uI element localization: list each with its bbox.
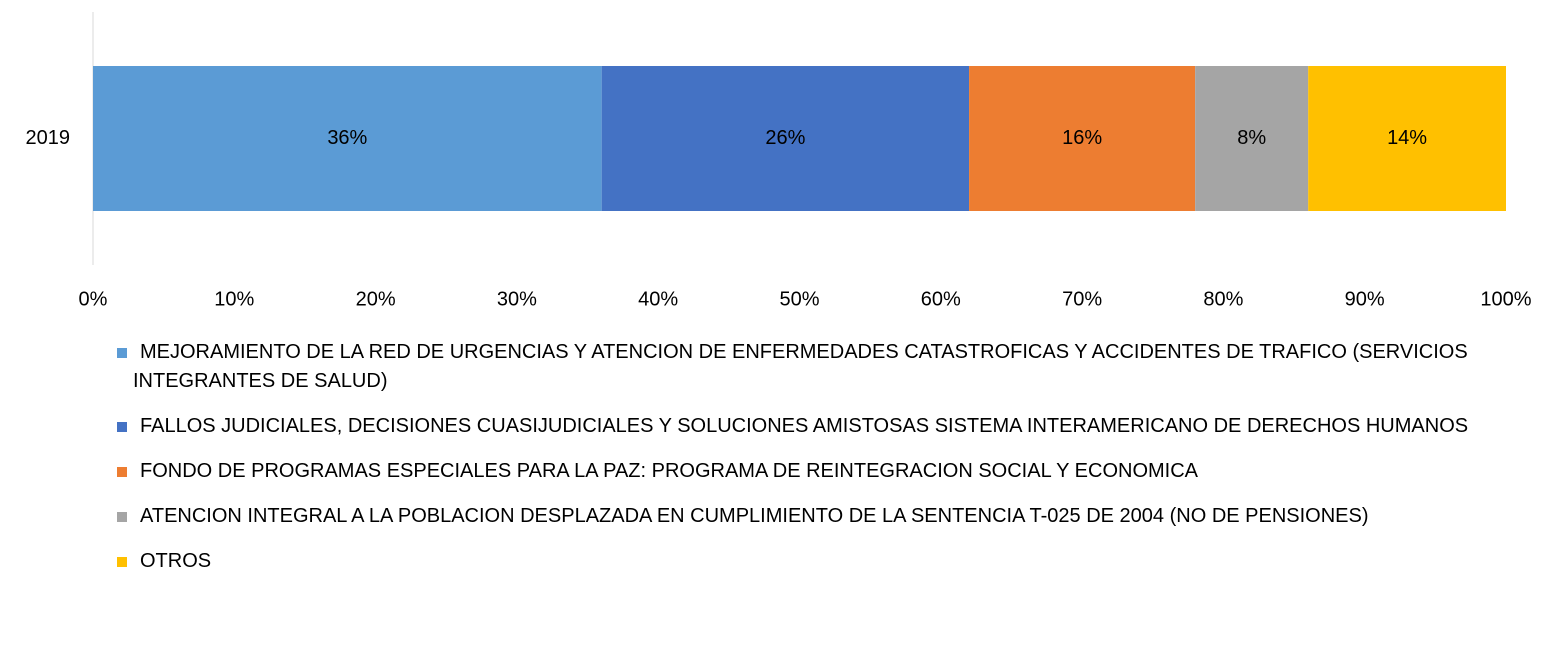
legend-item: FALLOS JUDICIALES, DECISIONES CUASIJUDIC… [0,412,1473,441]
legend-label: FONDO DE PROGRAMAS ESPECIALES PARA LA PA… [140,460,1199,482]
legend-item: OTROS [0,547,1473,576]
bar-segment [1308,66,1506,211]
legend-label: FALLOS JUDICIALES, DECISIONES CUASIJUDIC… [140,415,1469,437]
legend-label: OTROS [140,550,212,572]
x-tick-label: 50% [779,288,819,310]
legend-swatch [117,348,127,358]
x-tick-label: 70% [1062,288,1102,310]
bar-segment [93,66,602,211]
legend-swatch [117,557,127,567]
x-tick-label: 60% [921,288,961,310]
data-label: 36% [327,127,367,149]
legend: MEJORAMIENTO DE LA RED DE URGENCIAS Y AT… [0,338,1541,592]
x-tick-label: 90% [1345,288,1385,310]
y-tick-label: 2019 [26,127,71,149]
data-label: 8% [1237,127,1266,149]
x-tick-label: 40% [638,288,678,310]
bar-segment [1195,66,1309,211]
bar-segment [601,66,970,211]
legend-swatch [117,512,127,522]
legend-item: ATENCION INTEGRAL A LA POBLACION DESPLAZ… [0,502,1473,531]
legend-label: MEJORAMIENTO DE LA RED DE URGENCIAS Y AT… [133,341,1468,392]
plot: 0% 10% 20% 30% 40% 50% 60% 70% 80% 90% 100% 2019 36%… [26,12,1532,310]
x-tick-label: 30% [497,288,537,310]
legend-item: FONDO DE PROGRAMAS ESPECIALES PARA LA PA… [0,457,1473,486]
x-tick-label: 0% [79,288,108,310]
x-tick-label: 10% [214,288,254,310]
legend-label: ATENCION INTEGRAL A LA POBLACION DESPLAZ… [140,505,1369,527]
legend-item: MEJORAMIENTO DE LA RED DE URGENCIAS Y AT… [0,338,1473,396]
legend-swatch [117,467,127,477]
x-tick-label: 20% [356,288,396,310]
x-tick-label: 80% [1203,288,1243,310]
bar-segment [969,66,1196,211]
legend-swatch [117,422,127,432]
x-tick-label: 100% [1480,288,1531,310]
data-label: 26% [765,127,805,149]
data-label: 14% [1387,127,1427,149]
data-label: 16% [1062,127,1102,149]
